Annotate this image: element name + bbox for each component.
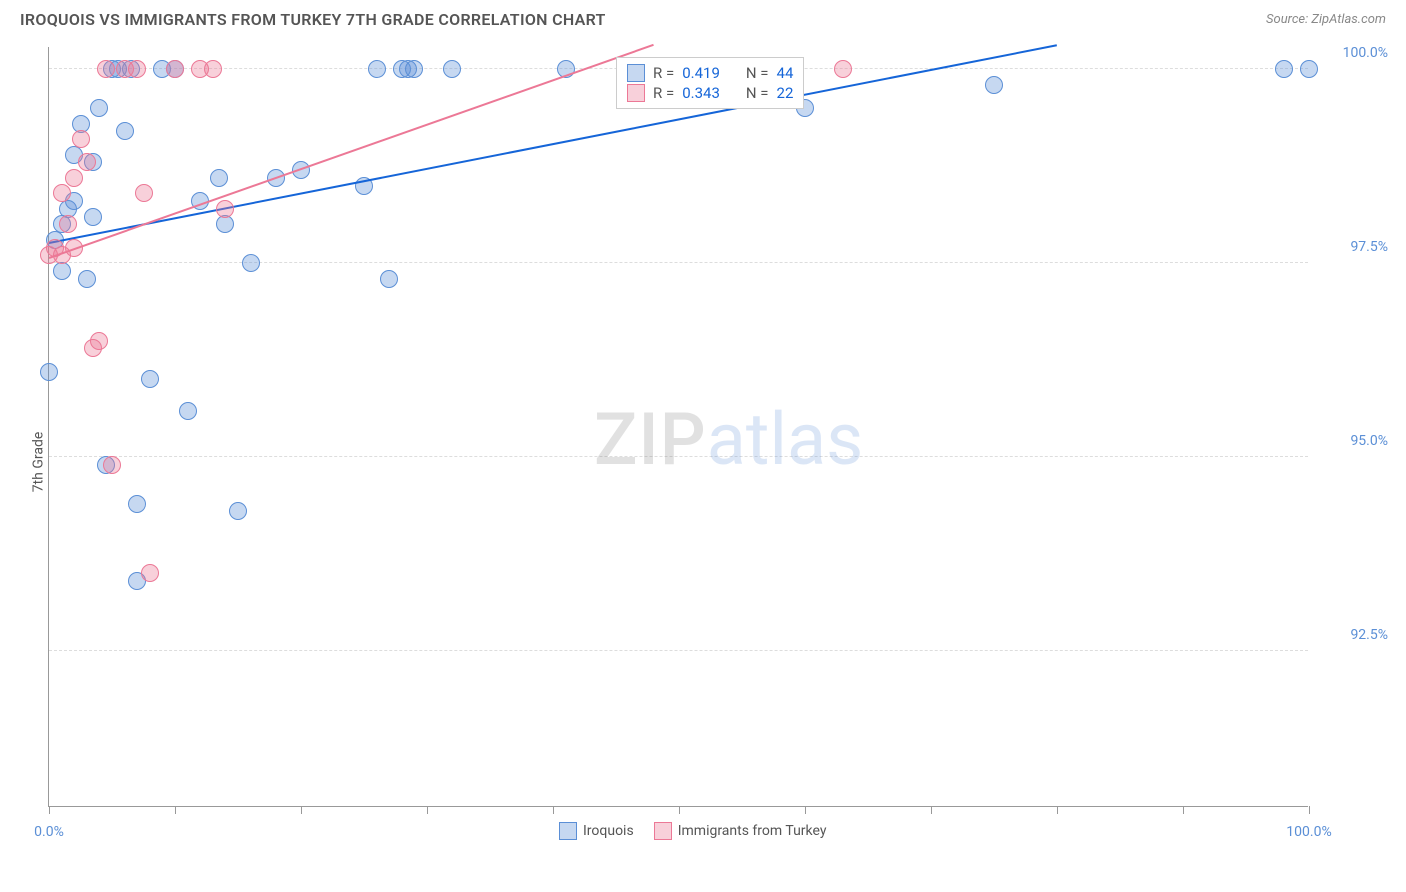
data-point xyxy=(59,215,77,233)
data-point xyxy=(116,122,134,140)
data-point xyxy=(72,130,90,148)
legend-item: Immigrants from Turkey xyxy=(654,822,827,840)
legend-swatch xyxy=(627,64,645,82)
data-point xyxy=(97,60,115,78)
legend-item: Iroquois xyxy=(559,822,634,840)
data-point xyxy=(985,76,1003,94)
data-point xyxy=(78,153,96,171)
legend-swatch xyxy=(559,822,577,840)
data-point xyxy=(103,456,121,474)
y-tick-label: 92.5% xyxy=(1318,627,1388,643)
data-point xyxy=(53,184,71,202)
data-point xyxy=(128,60,146,78)
chart-area: 7th Grade 92.5%95.0%97.5%100.0%0.0%100.0… xyxy=(0,37,1406,887)
y-tick-label: 97.5% xyxy=(1318,239,1388,255)
data-point xyxy=(834,60,852,78)
data-point xyxy=(210,169,228,187)
r-label: R = xyxy=(653,84,674,102)
data-point xyxy=(443,60,461,78)
data-point xyxy=(65,169,83,187)
legend-swatch xyxy=(654,822,672,840)
series-name: Iroquois xyxy=(583,823,634,839)
x-tick-label: 100.0% xyxy=(1286,824,1331,840)
legend-row: R = 0.343 N = 22 xyxy=(627,84,793,102)
x-tick xyxy=(1183,806,1184,814)
data-point xyxy=(78,270,96,288)
x-tick xyxy=(301,806,302,814)
data-point xyxy=(380,270,398,288)
data-point xyxy=(405,60,423,78)
series-name: Immigrants from Turkey xyxy=(678,823,827,839)
x-tick xyxy=(805,806,806,814)
x-tick xyxy=(175,806,176,814)
chart-header: IROQUOIS VS IMMIGRANTS FROM TURKEY 7TH G… xyxy=(0,0,1406,37)
x-tick xyxy=(49,806,50,814)
y-tick-label: 95.0% xyxy=(1318,433,1388,449)
y-axis-label: 7th Grade xyxy=(30,432,46,493)
plot-region: 92.5%95.0%97.5%100.0%0.0%100.0%ZIPatlasR… xyxy=(48,47,1308,807)
n-value: 22 xyxy=(777,84,794,102)
data-point xyxy=(141,564,159,582)
grid-line xyxy=(49,456,1308,457)
legend-row: R = 0.419 N = 44 xyxy=(627,64,793,82)
x-tick xyxy=(1309,806,1310,814)
r-value: 0.419 xyxy=(682,64,720,82)
x-tick xyxy=(679,806,680,814)
r-label: R = xyxy=(653,64,674,82)
n-label: N = xyxy=(746,84,769,102)
data-point xyxy=(1275,60,1293,78)
x-tick xyxy=(931,806,932,814)
chart-source: Source: ZipAtlas.com xyxy=(1266,12,1386,27)
x-tick xyxy=(427,806,428,814)
grid-line xyxy=(49,262,1308,263)
chart-title: IROQUOIS VS IMMIGRANTS FROM TURKEY 7TH G… xyxy=(20,10,606,29)
data-point xyxy=(141,370,159,388)
data-point xyxy=(216,200,234,218)
watermark: ZIPatlas xyxy=(594,397,863,482)
correlation-legend: R = 0.419 N = 44 R = 0.343 N = 22 xyxy=(616,57,804,109)
grid-line xyxy=(49,650,1308,651)
legend-swatch xyxy=(627,84,645,102)
data-point xyxy=(1300,60,1318,78)
data-point xyxy=(242,254,260,272)
data-point xyxy=(40,363,58,381)
r-value: 0.343 xyxy=(682,84,720,102)
data-point xyxy=(53,262,71,280)
data-point xyxy=(128,495,146,513)
n-value: 44 xyxy=(777,64,794,82)
n-label: N = xyxy=(746,64,769,82)
data-point xyxy=(84,208,102,226)
data-point xyxy=(90,332,108,350)
x-tick-label: 0.0% xyxy=(34,824,64,840)
data-point xyxy=(216,215,234,233)
data-point xyxy=(90,99,108,117)
x-tick xyxy=(553,806,554,814)
y-tick-label: 100.0% xyxy=(1318,45,1388,61)
data-point xyxy=(204,60,222,78)
data-point xyxy=(229,502,247,520)
data-point xyxy=(166,60,184,78)
data-point xyxy=(368,60,386,78)
series-legend: Iroquois Immigrants from Turkey xyxy=(559,822,826,840)
data-point xyxy=(135,184,153,202)
x-tick xyxy=(1057,806,1058,814)
data-point xyxy=(179,402,197,420)
